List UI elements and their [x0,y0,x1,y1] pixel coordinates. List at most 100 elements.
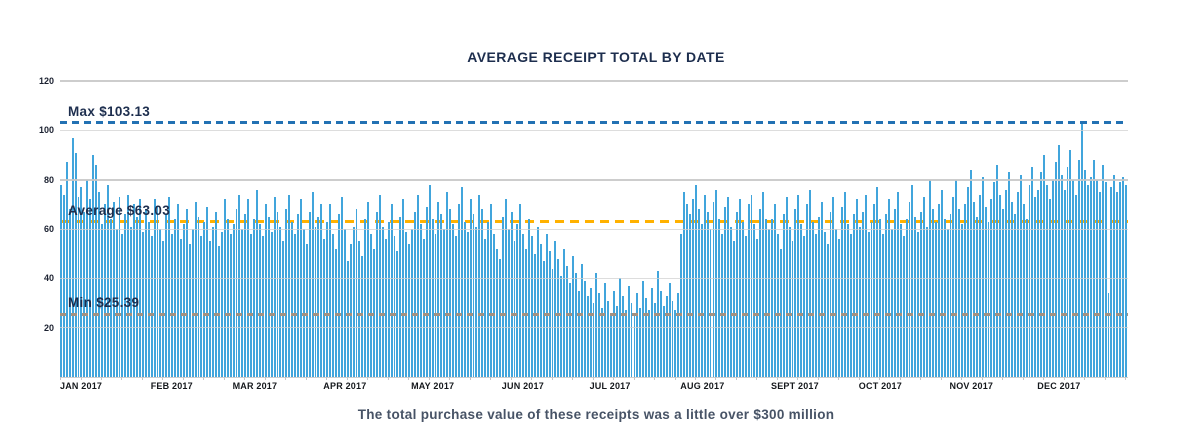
bar[interactable] [408,243,411,377]
bar[interactable] [95,164,98,377]
bar[interactable] [899,224,902,377]
bar[interactable] [68,209,71,377]
bar[interactable] [343,229,346,377]
bar[interactable] [1104,182,1107,377]
bar[interactable] [311,192,314,377]
bar[interactable] [124,214,127,377]
bar[interactable] [577,290,580,377]
bar[interactable] [1019,174,1022,377]
bar[interactable] [136,216,138,377]
bar[interactable] [139,199,141,377]
bar[interactable] [744,236,747,377]
bar[interactable] [329,204,332,377]
bar[interactable] [106,184,109,377]
bar[interactable] [832,196,835,377]
bar[interactable] [645,298,648,377]
bar[interactable] [920,211,923,377]
bar[interactable] [475,226,478,377]
bar[interactable] [671,300,674,377]
bar[interactable] [855,199,858,377]
bar[interactable] [958,209,961,377]
bar[interactable] [709,229,712,377]
bar[interactable] [80,187,83,377]
bar[interactable] [212,226,215,377]
bar[interactable] [1060,174,1063,377]
bar[interactable] [943,219,946,377]
bar[interactable] [776,233,779,377]
bar[interactable] [495,248,498,377]
bar[interactable] [797,194,800,377]
bar[interactable] [867,231,870,377]
bar[interactable] [446,192,449,377]
bar[interactable] [536,226,539,377]
bar[interactable] [642,280,645,377]
bar[interactable] [326,221,329,377]
bar[interactable] [756,238,759,377]
bar[interactable] [615,305,618,377]
bar[interactable] [273,196,276,377]
bar[interactable] [226,219,229,377]
bar[interactable] [653,303,656,377]
bar[interactable] [416,194,419,377]
bar[interactable] [197,216,200,377]
bar[interactable] [999,194,1002,377]
bar[interactable] [455,236,457,377]
bar[interactable] [1110,187,1113,377]
bar[interactable] [741,221,744,377]
bar[interactable] [153,199,156,377]
bar[interactable] [270,231,273,377]
bar[interactable] [127,194,130,377]
bar[interactable] [993,182,996,377]
bar[interactable] [627,285,630,377]
bar[interactable] [425,206,428,377]
bar[interactable] [118,196,121,377]
bar[interactable] [182,224,185,377]
bar[interactable] [934,221,937,377]
bar[interactable] [358,241,361,377]
bar[interactable] [466,231,469,377]
bar[interactable] [302,229,305,377]
bar[interactable] [501,216,504,377]
bar[interactable] [168,196,171,377]
bar[interactable] [648,310,651,377]
bar[interactable] [490,204,493,377]
bar[interactable] [996,164,999,377]
bar[interactable] [908,201,911,377]
bar[interactable] [218,246,220,377]
bar[interactable] [89,199,92,377]
bar[interactable] [250,233,253,377]
bar[interactable] [838,238,841,377]
bar[interactable] [376,211,378,377]
bar[interactable] [1113,174,1116,377]
bar[interactable] [223,199,226,377]
bar[interactable] [484,238,487,377]
bar[interactable] [238,194,241,377]
bar[interactable] [639,307,642,377]
bar[interactable] [1107,293,1110,377]
bar[interactable] [896,192,899,377]
bar[interactable] [528,219,531,377]
bar[interactable] [551,268,554,377]
bar[interactable] [220,231,223,377]
bar[interactable] [692,199,694,377]
bar[interactable] [738,199,741,377]
bar[interactable] [1057,145,1060,377]
bar[interactable] [841,206,844,377]
bar[interactable] [141,231,144,377]
bar[interactable] [1010,201,1013,377]
bar[interactable] [732,241,735,377]
bar[interactable] [686,204,689,377]
bar[interactable] [747,204,750,377]
bar[interactable] [893,209,896,377]
bar[interactable] [759,209,762,377]
bar[interactable] [689,214,692,377]
bar[interactable] [595,273,598,377]
bar[interactable] [656,270,659,377]
bar[interactable] [1008,172,1010,377]
bar[interactable] [1069,150,1072,377]
bar[interactable] [1005,189,1008,377]
bar[interactable] [1063,189,1066,377]
bar[interactable] [422,238,425,377]
bar[interactable] [952,196,955,377]
bar[interactable] [258,224,261,377]
